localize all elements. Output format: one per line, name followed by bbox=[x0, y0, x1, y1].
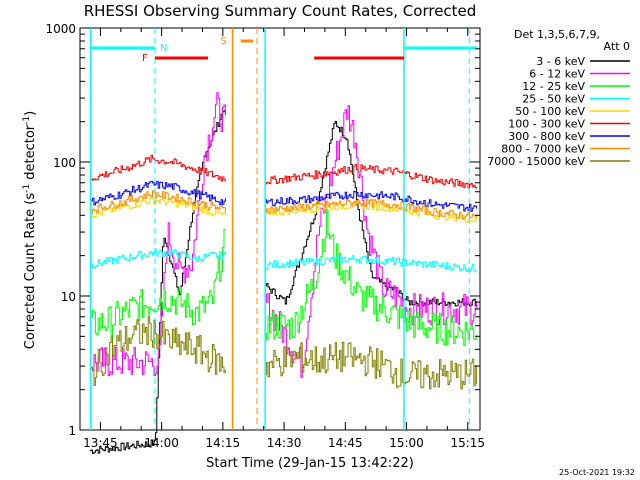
series-line-3-seg0 bbox=[89, 248, 226, 269]
series-line-2-seg0 bbox=[89, 228, 226, 337]
y-axis-label: Corrected Count Rate (s-1 detector-1) bbox=[22, 111, 38, 349]
series-line-6-seg0 bbox=[89, 180, 226, 206]
plot-area: F N S 1 10 100 1000 13:45 14:00 14:15 14:30 14:45… bbox=[45, 22, 485, 454]
x-tick-label: 14:00 bbox=[144, 436, 179, 450]
series-line-7-seg1 bbox=[265, 198, 478, 220]
legend-label: 50 - 100 keV bbox=[515, 105, 585, 118]
x-tick-label: 14:15 bbox=[206, 436, 241, 450]
y-axis-label-part1: Corrected Count Rate (s bbox=[23, 193, 38, 350]
detector-note-line1: Det 1,3,5,6,7,9, bbox=[514, 28, 600, 41]
y-tick-label: 1000 bbox=[45, 22, 76, 36]
y-axis-label-sup2: -1 bbox=[22, 116, 32, 125]
y-tick-label: 10 bbox=[61, 290, 76, 304]
y-axis-label-part3: ) bbox=[23, 111, 38, 116]
series-line-2-seg1 bbox=[265, 209, 478, 346]
y-axis-label-part2: detector bbox=[23, 124, 38, 184]
series-line-1-seg1 bbox=[265, 105, 478, 378]
x-axis-label: Start Time (29-Jan-15 13:42:22) bbox=[206, 456, 414, 471]
legend-label: 800 - 7000 keV bbox=[501, 143, 585, 156]
y-axis-ticks: 1 10 100 1000 bbox=[45, 22, 480, 438]
y-tick-label: 1 bbox=[68, 424, 76, 438]
series-layer bbox=[89, 92, 478, 454]
x-tick-label: 15:00 bbox=[389, 436, 424, 450]
legend-label: 300 - 800 keV bbox=[508, 130, 585, 143]
legend-label: 6 - 12 keV bbox=[529, 68, 585, 81]
y-tick-label: 100 bbox=[53, 156, 76, 170]
plot-frame bbox=[79, 27, 481, 431]
legend-label: 7000 - 15000 keV bbox=[487, 155, 585, 168]
series-line-7-seg0 bbox=[89, 190, 226, 214]
series-line-3-seg1 bbox=[265, 255, 478, 273]
series-line-8-seg0 bbox=[89, 315, 226, 386]
legend-label: 100 - 300 keV bbox=[508, 118, 585, 131]
x-tick-label: 14:30 bbox=[267, 436, 302, 450]
series-line-6-seg1 bbox=[265, 190, 478, 212]
x-axis-ticks: 13:45 14:00 14:15 14:30 14:45 15:00 15:15 bbox=[83, 28, 485, 450]
series-line-5-seg1 bbox=[265, 163, 478, 189]
x-tick-label: 13:45 bbox=[83, 436, 118, 450]
timestamp: 25-Oct-2021 19:32 bbox=[559, 468, 635, 477]
series-line-1-seg0 bbox=[89, 92, 226, 377]
x-tick-label: 15:15 bbox=[450, 436, 485, 450]
flag-label-N: N bbox=[160, 43, 167, 54]
legend-label: 3 - 6 keV bbox=[536, 55, 585, 68]
markers-layer: F N S bbox=[89, 28, 478, 430]
series-line-0-seg0 bbox=[89, 110, 226, 454]
legend-label: 25 - 50 keV bbox=[522, 93, 585, 106]
y-axis-label-sup1: -1 bbox=[22, 184, 32, 193]
legend-label: 12 - 25 keV bbox=[522, 80, 585, 93]
flag-label-S: S bbox=[221, 36, 227, 47]
series-line-8-seg1 bbox=[265, 341, 478, 390]
x-tick-label: 14:45 bbox=[328, 436, 363, 450]
chart-title: RHESSI Observing Summary Count Rates, Co… bbox=[84, 2, 477, 20]
series-line-5-seg0 bbox=[89, 154, 226, 182]
detector-note-line2: Att 0 bbox=[604, 40, 630, 53]
series-line-4-seg0 bbox=[89, 196, 226, 219]
flag-label-F: F bbox=[142, 53, 148, 64]
